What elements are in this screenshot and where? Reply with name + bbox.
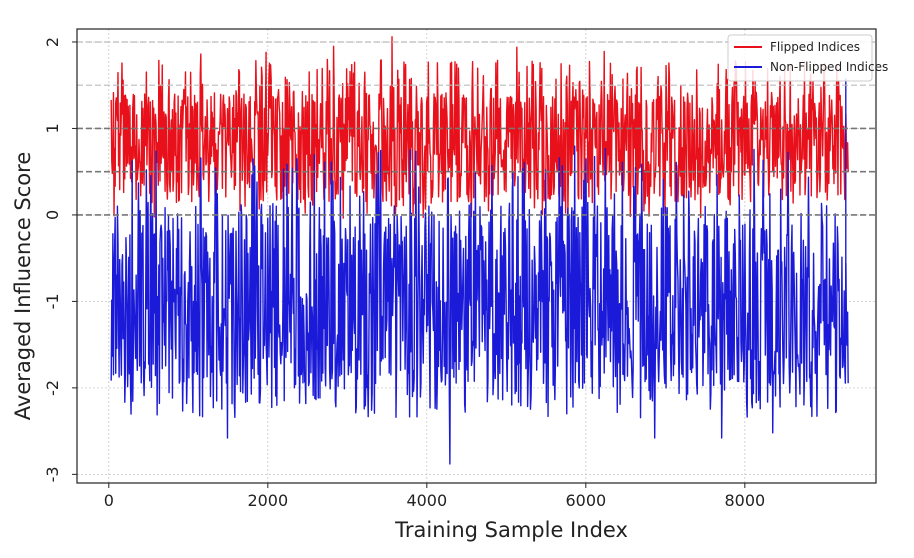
x-tick-label: 0 — [104, 491, 114, 510]
y-tick-label: 0 — [43, 210, 62, 220]
x-tick-label: 6000 — [565, 491, 606, 510]
y-tick-label: 1 — [43, 123, 62, 133]
y-tick-label: -3 — [43, 466, 62, 482]
x-tick-label: 4000 — [406, 491, 447, 510]
y-tick-label: -2 — [43, 380, 62, 396]
x-tick-label: 8000 — [724, 491, 765, 510]
legend: Flipped Indices Non-Flipped Indices — [727, 34, 888, 82]
x-axis-title: Training Sample Index — [394, 518, 628, 542]
y-axis-title: Averaged Influence Score — [11, 152, 35, 420]
plot-frame — [76, 28, 877, 484]
series-line-flipped-indices — [110, 36, 849, 219]
legend-box — [727, 34, 873, 82]
series-layer — [110, 36, 849, 465]
legend-label-non-flipped: Non-Flipped Indices — [770, 60, 888, 74]
reference-lines — [77, 41, 876, 216]
legend-label-flipped: Flipped Indices — [770, 40, 860, 54]
series-line-non-flipped-indices — [110, 145, 849, 465]
y-tick-label: 2 — [43, 37, 62, 47]
x-tick-label: 2000 — [247, 491, 288, 510]
y-axis-ticks: -3 -2 -1 0 1 2 — [43, 37, 77, 482]
y-tick-label: -1 — [43, 293, 62, 309]
x-axis-ticks: 0 2000 4000 6000 8000 — [104, 483, 765, 510]
